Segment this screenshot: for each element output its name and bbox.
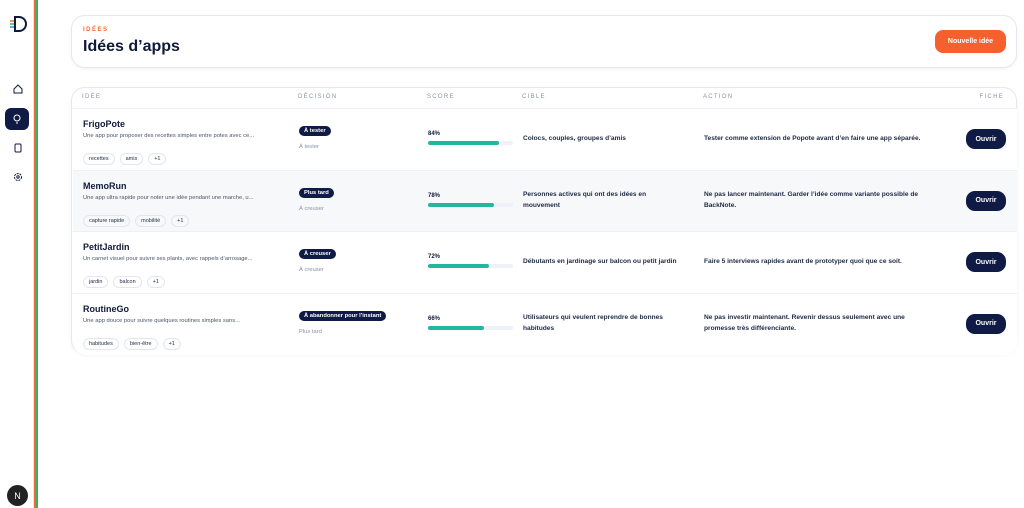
score-bar: [428, 141, 500, 145]
ideas-table: IDÉE DÉCISION SCORE CIBLE ACTION FICHE FrigoPo…: [71, 87, 1017, 355]
nav-settings[interactable]: [8, 167, 28, 187]
idea-name: MemoRun: [83, 180, 127, 191]
idea-description: Une app douce pour suivre quelques routi…: [83, 317, 240, 324]
idea-name: FrigoPote: [83, 119, 125, 129]
tag-list: jardin balcon +1: [83, 270, 170, 288]
accent-stripe: [36, 0, 38, 508]
table-row: RoutineGo Une app douce pour suivre quelq…: [73, 292, 1017, 355]
column-header: IDÉE: [82, 94, 102, 100]
action: Faire 5 interviews rapides avant de prot…: [704, 257, 902, 265]
tag: +1: [162, 337, 181, 350]
decision-previous: À creuser: [299, 267, 324, 273]
logo: [10, 16, 27, 32]
target: Utilisateurs qui veulent reprendre de bo…: [523, 313, 663, 332]
eyebrow: IDÉES: [83, 27, 109, 33]
tag: jardin: [83, 276, 109, 288]
score-bar: [428, 202, 495, 207]
tag-list: recettes amis +1: [83, 147, 171, 165]
table-row: PetitJardin Un carnet visuel pour suivre …: [73, 231, 1017, 293]
tag: +1: [148, 153, 167, 165]
tag: recettes: [83, 153, 115, 165]
decision-badge: À creuser: [299, 249, 336, 259]
decision-badge: À tester: [299, 126, 331, 136]
column-header: DÉCISION: [298, 94, 338, 100]
idea-name: RoutineGo: [83, 303, 129, 314]
action: Tester comme extension de Popote avant d…: [704, 134, 921, 142]
score-track: [428, 141, 513, 145]
tag: capture rapide: [83, 214, 131, 227]
table-row: FrigoPote Une app pour proposer des recet…: [73, 108, 1017, 170]
open-button[interactable]: Ouvrir: [966, 313, 1006, 334]
decision-badge: Plus tard: [299, 187, 334, 198]
score-label: 72%: [428, 254, 441, 260]
score-bar: [428, 264, 490, 268]
score-label: 84%: [428, 131, 441, 137]
idea-description: Une app ultra rapide pour noter une idée…: [83, 194, 254, 201]
tag: habitudes: [83, 337, 119, 350]
column-header: FICHE: [979, 94, 1004, 100]
action: Ne pas lancer maintenant. Garder l’idée …: [704, 190, 919, 209]
open-button[interactable]: Ouvrir: [966, 190, 1006, 211]
target: Colocs, couples, groupes d’amis: [523, 134, 626, 142]
tag: bien-être: [123, 337, 158, 350]
tag: +1: [146, 276, 165, 288]
idea-description: Un carnet visuel pour suivre ses plants,…: [83, 256, 253, 262]
column-header: CIBLE: [522, 94, 546, 100]
tag: +1: [171, 214, 190, 227]
nav-notes[interactable]: [8, 138, 28, 158]
tag: amis: [119, 153, 144, 165]
idea-description: Une app pour proposer des recettes simpl…: [83, 133, 255, 139]
tag-list: habitudes bien-être +1: [83, 332, 186, 350]
open-button[interactable]: Ouvrir: [966, 252, 1006, 272]
open-button[interactable]: Ouvrir: [966, 129, 1006, 149]
table-row: MemoRun Une app ultra rapide pour noter u…: [73, 169, 1017, 232]
target: Personnes actives qui ont des idées en m…: [523, 190, 647, 209]
column-header: SCORE: [427, 94, 455, 100]
new-idea-button[interactable]: Nouvelle idée: [935, 30, 1006, 53]
score-track: [428, 325, 513, 330]
decision-previous: Plus tard: [299, 328, 322, 335]
decision-badge: À abandonner pour l’instant: [299, 310, 387, 321]
accent-stripe: [34, 0, 36, 508]
header-card: IDÉES Idées d’apps Nouvelle idée: [71, 15, 1017, 68]
decision-previous: À tester: [299, 144, 319, 150]
score-track: [428, 202, 513, 207]
page-title: Idées d’apps: [83, 38, 180, 55]
idea-name: PetitJardin: [83, 242, 130, 252]
tag-list: capture rapide mobilité +1: [83, 209, 194, 227]
score-label: 66%: [428, 315, 441, 322]
column-header: ACTION: [703, 94, 734, 100]
score-bar: [428, 325, 485, 330]
avatar[interactable]: N: [7, 485, 28, 506]
target: Débutants en jardinage sur balcon ou pet…: [523, 257, 677, 265]
tag: balcon: [113, 276, 142, 288]
tag: mobilité: [135, 214, 167, 227]
score-label: 78%: [428, 192, 441, 199]
decision-previous: À creuser: [299, 205, 324, 212]
nav-home[interactable]: [8, 79, 28, 99]
sidebar: N: [0, 0, 34, 508]
score-track: [428, 264, 513, 268]
action: Ne pas investir maintenant. Revenir dess…: [704, 313, 905, 332]
nav-ideas[interactable]: [5, 108, 29, 130]
